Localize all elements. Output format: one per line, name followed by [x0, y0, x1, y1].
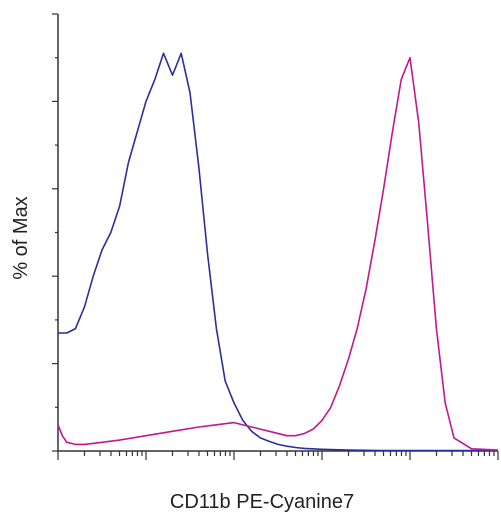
- series-line-1: [58, 52, 498, 452]
- x-axis-title: CD11b PE-Cyanine7: [170, 491, 354, 513]
- plot-area: [52, 13, 499, 460]
- x-axis-ticks: [57, 451, 499, 460]
- series-layer: [57, 52, 499, 452]
- series-line-2: [57, 56, 499, 451]
- y-axis-title: % of Max: [10, 196, 32, 279]
- y-axis-ticks: [52, 13, 58, 452]
